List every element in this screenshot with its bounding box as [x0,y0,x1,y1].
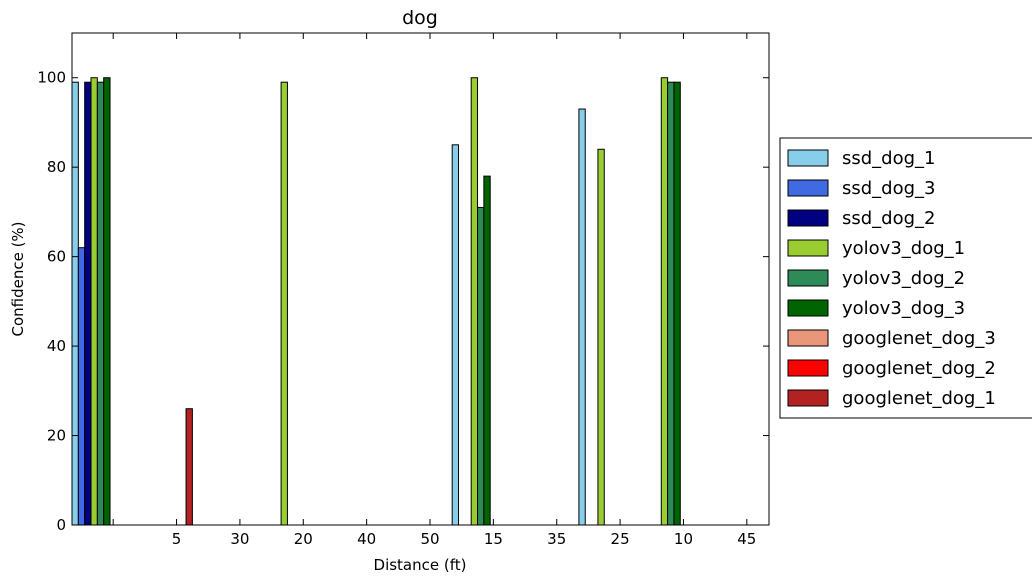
x-tick-label: 45 [737,530,756,548]
bar [660,77,669,526]
bar [103,77,111,526]
legend-label: googlenet_dog_1 [842,388,996,409]
legend-swatch [787,179,829,197]
bar [185,408,193,526]
bar [96,81,105,526]
x-axis-label: Distance (ft) [374,556,467,574]
x-tick-label: 30 [230,530,249,548]
chart-title: dog [402,7,438,29]
legend-swatch [787,359,829,377]
bar [673,81,681,526]
y-tick-label: 20 [47,427,66,445]
x-tick-label: 15 [484,530,503,548]
y-axis-label: Confidence (%) [9,221,27,336]
x-tick-label: 10 [674,530,693,548]
legend-label: yolov3_dog_2 [842,268,965,289]
legend-swatch [787,299,829,317]
bar [451,144,460,526]
bar [71,81,79,526]
x-tick-label: 20 [294,530,313,548]
bar [578,108,586,526]
x-tick-label: 25 [611,530,630,548]
legend-swatch [787,329,829,347]
legend-label: ssd_dog_3 [842,178,936,199]
y-tick-label: 60 [47,248,66,266]
plot-area: 0 20 40 60 80 100 5 30 20 40 50 15 35 25 10 45 [37,32,770,548]
legend: ssd_dog_1 ssd_dog_3 ssd_dog_2 yolov3_dog_1y… [779,137,1032,419]
bar [597,148,605,526]
x-tick-label: 5 [172,530,182,548]
legend-label: ssd_dog_1 [842,148,936,169]
bar [483,175,491,526]
legend-label: yolov3_dog_1 [842,238,965,259]
legend-label: googlenet_dog_3 [842,328,996,349]
bar [470,77,479,526]
y-tick-label: 80 [47,158,66,176]
plot-frame [71,32,770,526]
bar [280,81,288,526]
legend-swatch [787,389,829,407]
bar [77,247,86,526]
bar [84,81,92,526]
bar [90,77,98,526]
legend-label: ssd_dog_2 [842,208,936,229]
legend-label: googlenet_dog_2 [842,358,996,379]
legend-swatch [787,269,829,287]
y-tick-label: 40 [47,337,66,355]
x-tick-label: 40 [357,530,376,548]
y-tick-label: 100 [37,69,66,87]
legend-label: yolov3_dog_3 [842,298,965,319]
bar [477,206,485,526]
legend-swatch [787,209,829,227]
x-tick-label: 50 [420,530,439,548]
legend-swatch [787,239,829,257]
legend-swatch [787,149,829,167]
bar [667,81,675,526]
x-tick-label: 35 [547,530,566,548]
y-tick-label: 0 [56,516,66,534]
